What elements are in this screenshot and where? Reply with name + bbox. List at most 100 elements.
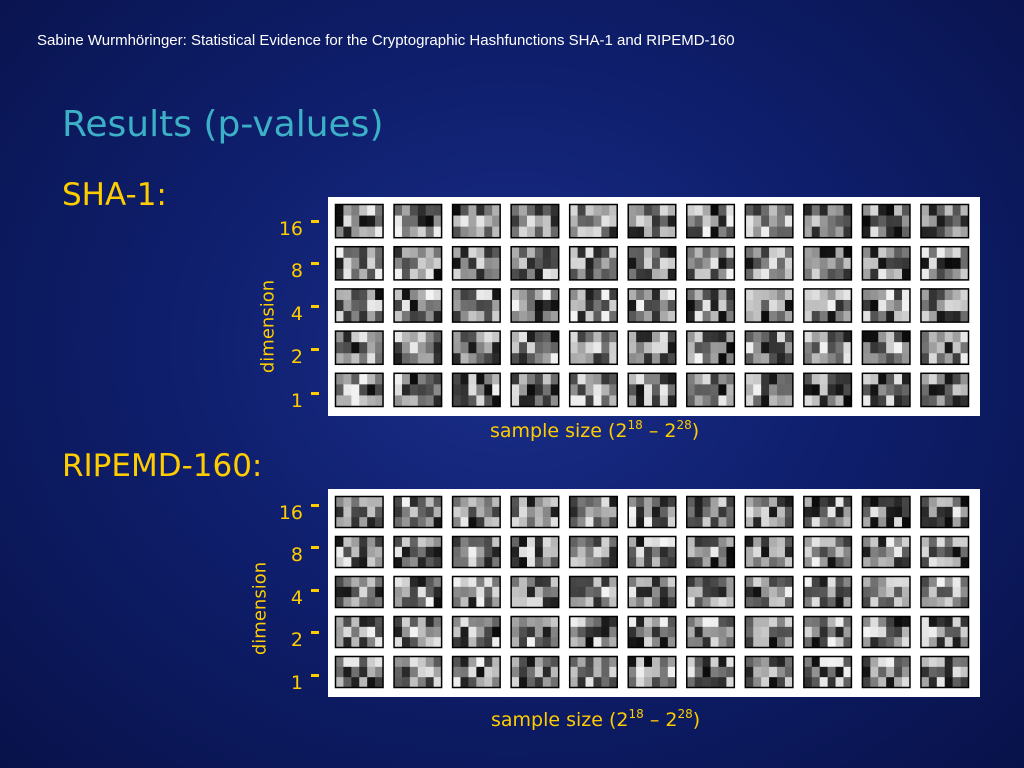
pvalue-tile — [393, 330, 443, 366]
pvalue-tile — [627, 245, 677, 281]
pvalue-tile — [803, 330, 853, 366]
pvalue-tile — [744, 535, 794, 569]
pvalue-tile — [334, 245, 384, 281]
pvalue-tile — [686, 575, 736, 609]
sha1-y-tick: 8 — [291, 260, 319, 282]
pvalue-tile — [686, 655, 736, 689]
pvalue-tile — [803, 372, 853, 408]
ripemd-y-tick: 16 — [279, 502, 319, 524]
ripemd-y-tick: 4 — [291, 587, 319, 609]
pvalue-tile — [744, 203, 794, 239]
sha1-y-tick: 4 — [291, 303, 319, 325]
pvalue-tile — [568, 615, 618, 649]
pvalue-tile — [744, 288, 794, 323]
pvalue-tile — [920, 203, 970, 239]
ripemd-y-tick: 1 — [291, 672, 319, 694]
pvalue-tile — [803, 575, 853, 609]
pvalue-tile — [920, 372, 970, 408]
pvalue-tile — [861, 535, 911, 569]
pvalue-tile — [568, 203, 618, 239]
pvalue-tile — [920, 615, 970, 649]
pvalue-tile — [920, 330, 970, 366]
pvalue-tile — [334, 535, 384, 569]
pvalue-tile — [451, 575, 501, 609]
pvalue-tile — [451, 495, 501, 529]
pvalue-tile — [686, 535, 736, 569]
pvalue-tile — [510, 615, 560, 649]
pvalue-tile — [451, 245, 501, 281]
pvalue-tile — [627, 655, 677, 689]
ripemd-y-tick: 8 — [291, 544, 319, 566]
pvalue-tile — [568, 372, 618, 408]
pvalue-tile — [510, 245, 560, 281]
pvalue-tile — [568, 655, 618, 689]
sha1-y-axis-label: dimension — [257, 279, 279, 374]
sha1-y-tick: 1 — [291, 390, 319, 412]
pvalue-tile — [627, 203, 677, 239]
pvalue-tile — [861, 330, 911, 366]
pvalue-tile — [568, 575, 618, 609]
pvalue-tile — [393, 495, 443, 529]
pvalue-tile — [627, 330, 677, 366]
pvalue-tile — [393, 288, 443, 323]
pvalue-tile — [334, 203, 384, 239]
pvalue-tile — [861, 203, 911, 239]
pvalue-tile — [920, 288, 970, 323]
pvalue-tile — [861, 288, 911, 323]
slide-title: Results (p-values) — [62, 104, 384, 145]
pvalue-tile — [334, 575, 384, 609]
pvalue-tile — [510, 495, 560, 529]
pvalue-tile — [686, 245, 736, 281]
pvalue-tile — [686, 495, 736, 529]
ripemd-pvalue-grid — [328, 489, 980, 697]
pvalue-tile — [861, 495, 911, 529]
pvalue-tile — [861, 655, 911, 689]
pvalue-tile — [334, 495, 384, 529]
pvalue-tile — [334, 330, 384, 366]
pvalue-tile — [627, 575, 677, 609]
pvalue-tile — [568, 495, 618, 529]
sha1-section-label: SHA-1: — [62, 177, 167, 213]
pvalue-tile — [686, 288, 736, 323]
pvalue-tile — [803, 655, 853, 689]
sha1-y-tick: 16 — [279, 218, 319, 240]
pvalue-tile — [627, 495, 677, 529]
pvalue-tile — [568, 288, 618, 323]
pvalue-tile — [334, 288, 384, 323]
pvalue-tile — [686, 372, 736, 408]
pvalue-tile — [627, 615, 677, 649]
pvalue-tile — [451, 288, 501, 323]
pvalue-tile — [744, 575, 794, 609]
pvalue-tile — [568, 245, 618, 281]
pvalue-tile — [393, 203, 443, 239]
pvalue-tile — [510, 575, 560, 609]
pvalue-tile — [686, 330, 736, 366]
sha1-x-axis-label: sample size (218 – 228) — [490, 418, 700, 442]
pvalue-tile — [393, 372, 443, 408]
pvalue-tile — [803, 203, 853, 239]
ripemd-section-label: RIPEMD-160: — [62, 448, 263, 484]
pvalue-tile — [744, 245, 794, 281]
pvalue-tile — [568, 330, 618, 366]
pvalue-tile — [627, 535, 677, 569]
pvalue-tile — [510, 535, 560, 569]
pvalue-tile — [451, 535, 501, 569]
pvalue-tile — [920, 245, 970, 281]
pvalue-tile — [861, 245, 911, 281]
pvalue-tile — [861, 575, 911, 609]
pvalue-tile — [568, 535, 618, 569]
ripemd-heatmap — [334, 495, 970, 689]
pvalue-tile — [803, 495, 853, 529]
pvalue-tile — [744, 330, 794, 366]
sha1-y-tick: 2 — [291, 346, 319, 368]
pvalue-tile — [803, 245, 853, 281]
pvalue-tile — [510, 203, 560, 239]
pvalue-tile — [510, 288, 560, 323]
pvalue-tile — [393, 615, 443, 649]
pvalue-tile — [627, 288, 677, 323]
pvalue-tile — [510, 330, 560, 366]
pvalue-tile — [686, 203, 736, 239]
pvalue-tile — [334, 372, 384, 408]
pvalue-tile — [510, 655, 560, 689]
pvalue-tile — [744, 615, 794, 649]
